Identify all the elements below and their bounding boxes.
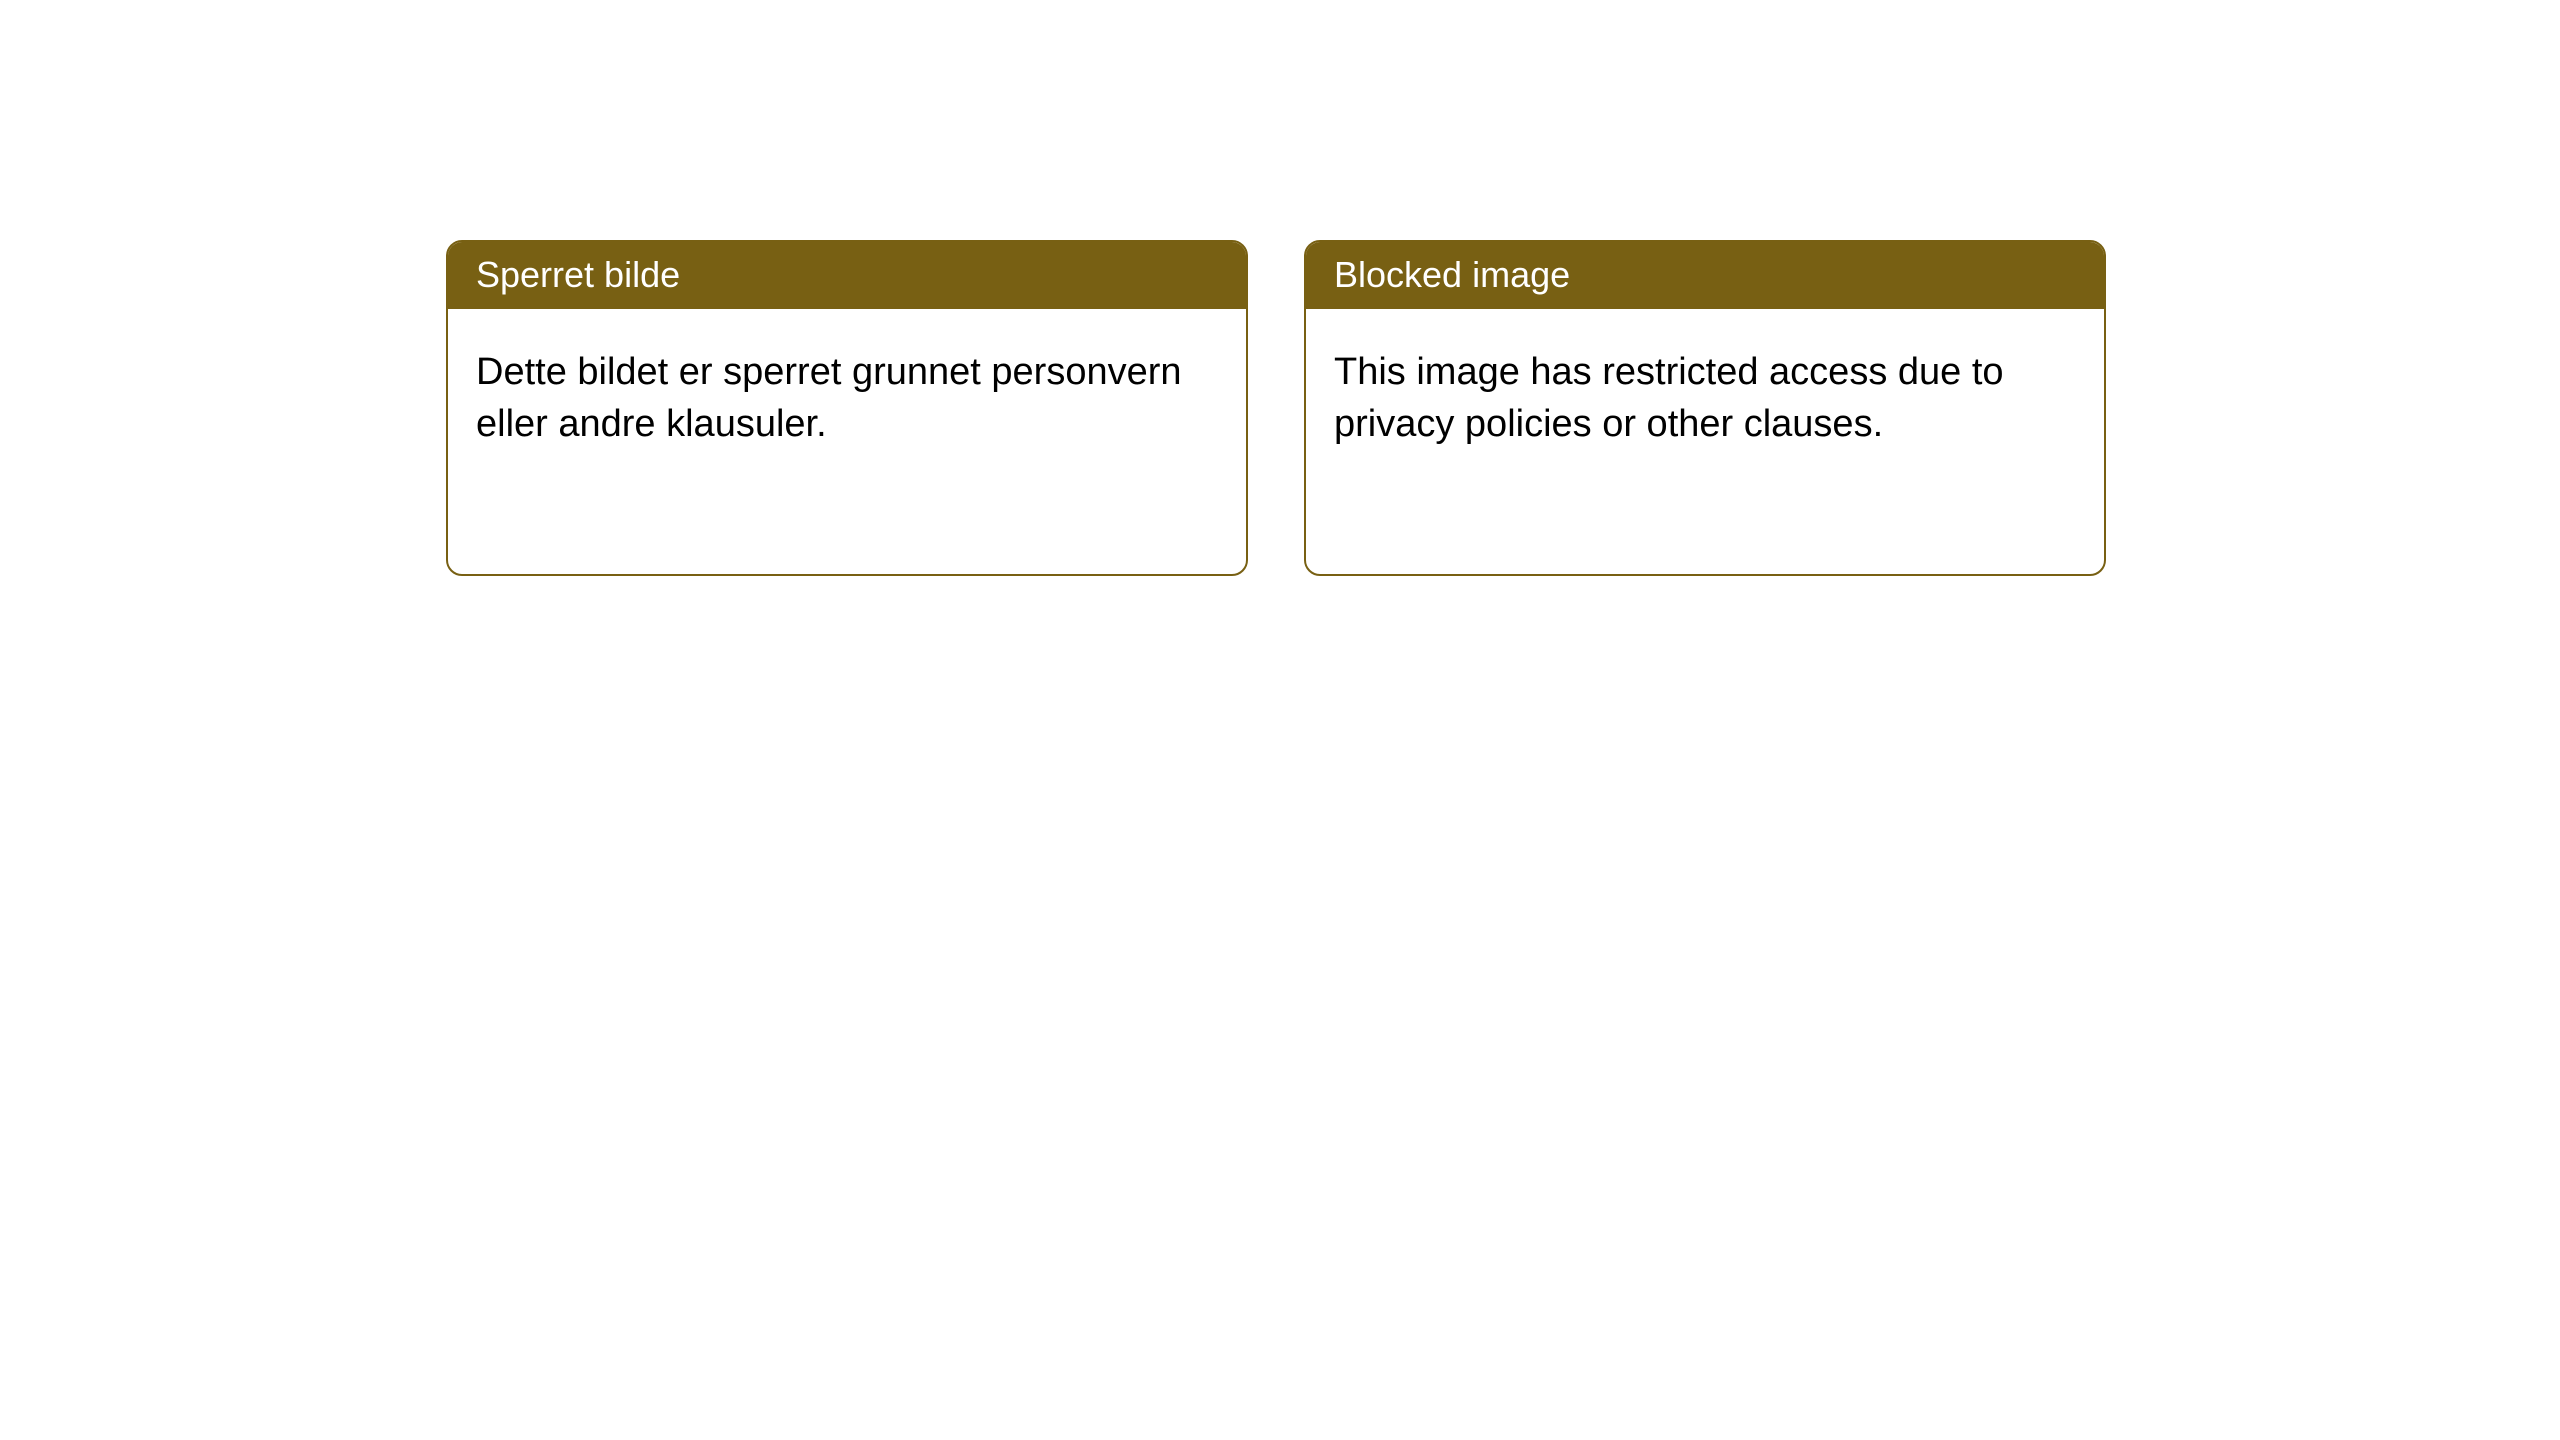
notice-body: Dette bildet er sperret grunnet personve… — [448, 309, 1246, 478]
notice-card-english: Blocked image This image has restricted … — [1304, 240, 2106, 576]
notice-container: Sperret bilde Dette bildet er sperret gr… — [0, 0, 2560, 576]
notice-card-norwegian: Sperret bilde Dette bildet er sperret gr… — [446, 240, 1248, 576]
notice-body: This image has restricted access due to … — [1306, 309, 2104, 478]
notice-header: Blocked image — [1306, 242, 2104, 309]
notice-header: Sperret bilde — [448, 242, 1246, 309]
